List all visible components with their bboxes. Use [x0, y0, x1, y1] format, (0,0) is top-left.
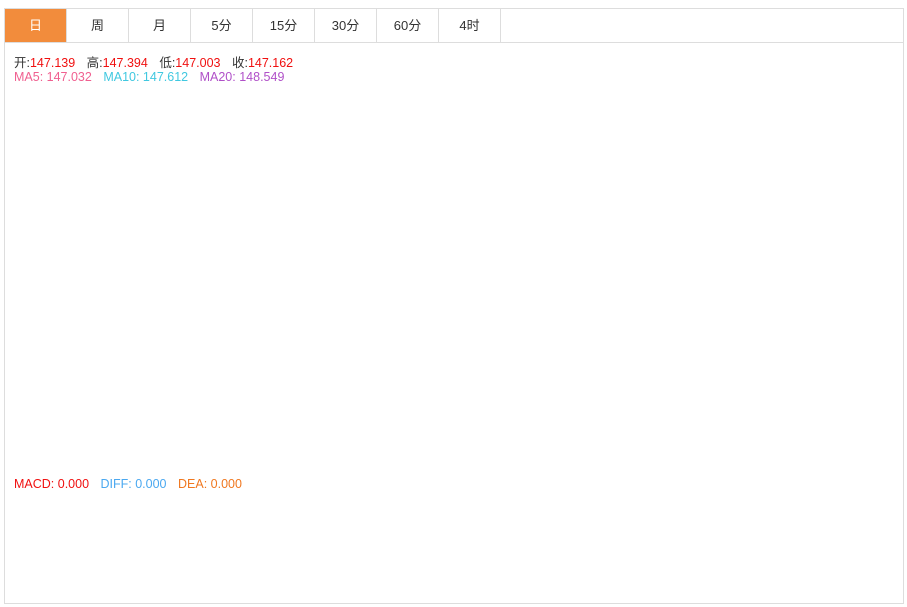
timeframe-tabs: 日周月 5分 15分 30分 60分 4时: [4, 8, 904, 43]
close-value: 147.162: [247, 56, 294, 70]
open-value: 147.139: [29, 56, 76, 70]
ma-legend: MA5: 147.032 MA10: 147.612 MA20: 148.549: [14, 70, 292, 84]
low-label: 低:: [159, 56, 176, 70]
high-label: 高:: [86, 56, 103, 70]
tab-2[interactable]: 月: [129, 9, 191, 42]
macd-value: MACD: 0.000: [14, 477, 90, 491]
tab-4[interactable]: 15分: [253, 9, 315, 42]
ohlc-legend: 开:147.139 高:147.394 低:147.003 收:147.162: [14, 52, 301, 71]
close-label: 收:: [231, 56, 248, 70]
ma10-legend: MA10: 147.612: [103, 70, 189, 84]
dea-value: DEA: 0.000: [178, 477, 242, 491]
open-label: 开:: [14, 56, 30, 70]
ma5-legend: MA5: 147.032: [14, 70, 92, 84]
tab-6[interactable]: 60分: [377, 9, 439, 42]
tab-0[interactable]: 日: [5, 9, 67, 42]
tab-spacer: [501, 9, 904, 42]
diff-value: DIFF: 0.000: [100, 477, 167, 491]
tab-1[interactable]: 周: [67, 9, 129, 42]
tab-3[interactable]: 5分: [191, 9, 253, 42]
ma20-legend: MA20: 148.549: [199, 70, 285, 84]
tab-5[interactable]: 30分: [315, 9, 377, 42]
macd-legend: MACD: 0.000 DIFF: 0.000 DEA: 0.000: [14, 477, 250, 491]
chart-frame: [4, 43, 904, 604]
high-value: 147.394: [102, 56, 148, 70]
tab-7[interactable]: 4时: [439, 9, 501, 42]
low-value: 147.003: [175, 56, 221, 70]
